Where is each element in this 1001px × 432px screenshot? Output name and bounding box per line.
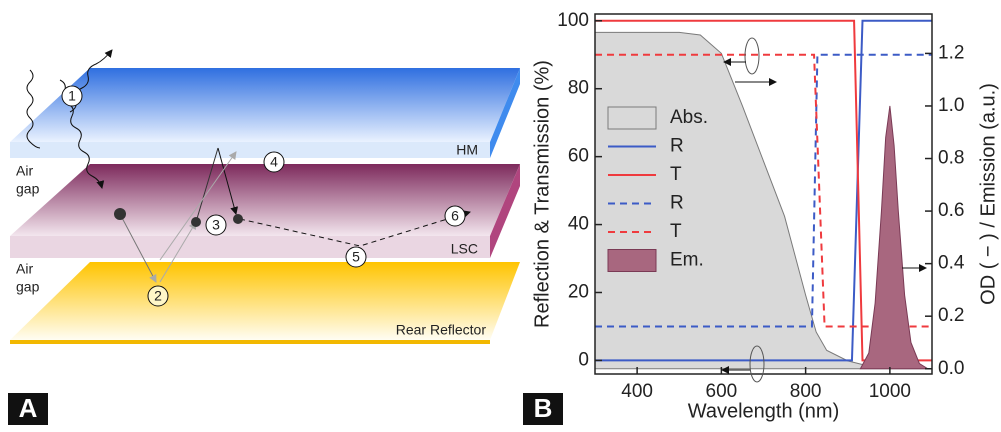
x-axis-label: Wavelength (nm) bbox=[688, 400, 840, 422]
y2-tick-label: 0.2 bbox=[938, 305, 964, 326]
legend-label: T bbox=[670, 164, 682, 185]
step-number: 2 bbox=[154, 288, 162, 304]
air-gap-label: gap bbox=[16, 279, 40, 295]
y2-tick-label: 1.0 bbox=[938, 95, 964, 116]
panel-letter-box bbox=[523, 393, 563, 425]
air-gap-label: Air bbox=[16, 261, 33, 277]
lsc-side bbox=[490, 164, 520, 258]
layer-label: HM bbox=[456, 142, 478, 158]
axis-indicator bbox=[749, 345, 765, 383]
axis-indicator bbox=[744, 37, 760, 75]
x-tick-label: 600 bbox=[706, 381, 738, 402]
legend-label: Em. bbox=[670, 250, 704, 271]
ray bbox=[119, 213, 157, 283]
y-axis-label: Reflection & Transmission (%) bbox=[531, 60, 553, 328]
step-number: 5 bbox=[352, 249, 360, 265]
y-tick-label: 0 bbox=[578, 349, 589, 370]
lsc-front bbox=[10, 236, 490, 258]
step-number: 3 bbox=[212, 217, 220, 233]
y-tick-label: 40 bbox=[568, 214, 589, 235]
step-circle bbox=[263, 151, 285, 173]
air-gap-label: gap bbox=[16, 181, 40, 197]
step-circle bbox=[205, 214, 227, 236]
air-gap-label: Air bbox=[16, 163, 33, 179]
step-circle bbox=[345, 246, 367, 268]
step-number: 1 bbox=[68, 88, 76, 104]
y2-tick-label: 0.0 bbox=[938, 358, 964, 379]
layer-label: LSC bbox=[451, 241, 478, 257]
plot-frame bbox=[594, 13, 933, 375]
line bbox=[595, 19, 932, 362]
ray bbox=[195, 147, 219, 223]
legend-swatch bbox=[607, 106, 657, 130]
ray bbox=[217, 147, 239, 215]
x-tick-label: 400 bbox=[621, 381, 653, 402]
line bbox=[595, 53, 932, 328]
step-circle bbox=[61, 85, 83, 107]
legend-label: R bbox=[670, 136, 684, 157]
ray bbox=[239, 210, 471, 247]
y2-tick-label: 0.6 bbox=[938, 200, 964, 221]
panel-letter: A bbox=[19, 393, 38, 423]
reflector-edge bbox=[10, 340, 490, 344]
lsc-top bbox=[10, 164, 520, 236]
layer-label: Rear Reflector bbox=[396, 322, 487, 338]
panel-a bbox=[8, 49, 563, 425]
dye-molecule bbox=[233, 214, 243, 224]
y-tick-label: 60 bbox=[568, 146, 589, 167]
photon-path bbox=[26, 69, 41, 149]
y2-tick-label: 0.4 bbox=[938, 253, 965, 274]
x-tick-label: 1000 bbox=[869, 381, 911, 402]
legend-label: T bbox=[670, 221, 682, 242]
y2-tick-label: 0.8 bbox=[938, 148, 964, 169]
reflector-plate bbox=[10, 262, 520, 340]
ray bbox=[159, 151, 237, 261]
ray bbox=[159, 221, 197, 283]
y-tick-label: 80 bbox=[568, 78, 589, 99]
hm-side bbox=[490, 68, 520, 158]
legend-label: R bbox=[670, 193, 684, 214]
legend-label: Abs. bbox=[670, 107, 708, 128]
y2-axis-label: OD ( − ) / Emission (a.u.) bbox=[977, 83, 999, 305]
step-number: 6 bbox=[451, 208, 459, 224]
x-tick-label: 800 bbox=[790, 381, 822, 402]
panel-letter: B bbox=[534, 393, 553, 423]
y-tick-label: 20 bbox=[568, 282, 589, 303]
step-circle bbox=[147, 285, 169, 307]
dye-molecule bbox=[191, 217, 201, 227]
area bbox=[859, 105, 930, 370]
step-circle bbox=[444, 205, 466, 227]
dye-molecule bbox=[114, 208, 126, 220]
panel-letter-box bbox=[8, 393, 48, 425]
hm-top bbox=[10, 68, 520, 142]
hm-front bbox=[10, 142, 490, 158]
legend-swatch bbox=[607, 249, 657, 272]
y2-tick-label: 1.2 bbox=[938, 42, 964, 63]
y-tick-label: 100 bbox=[557, 10, 589, 31]
step-number: 4 bbox=[270, 154, 278, 170]
